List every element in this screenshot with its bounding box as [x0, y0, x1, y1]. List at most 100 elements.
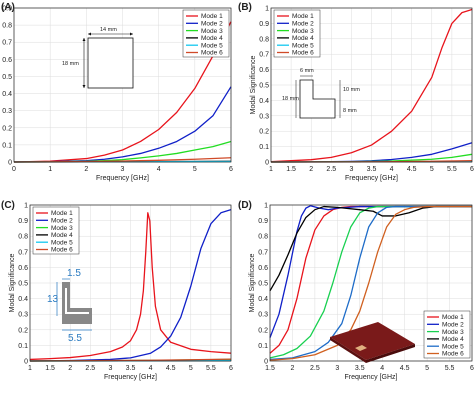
y-axis-label: Modal Significance — [9, 254, 16, 313]
y-tick-label: 0.3 — [18, 312, 28, 319]
x-tick-label: 2 — [290, 365, 294, 372]
x-tick-label: 6 — [470, 166, 474, 173]
left-annotation: 18 mm — [282, 96, 299, 102]
y-tick-label: 0.2 — [2, 125, 12, 132]
x-axis-label: Frequency [GHz] — [96, 175, 149, 182]
panel-label-c: (C) — [1, 200, 15, 211]
y-tick-label: 0.3 — [259, 113, 269, 120]
x-tick-label: 2.5 — [85, 365, 95, 372]
legend-entry: Mode 4 — [51, 232, 73, 239]
y-tick-label: 0.5 — [258, 281, 268, 288]
y-tick-label: 0.6 — [2, 57, 12, 64]
y-tick-label: 0.8 — [258, 234, 268, 241]
right-lower-annotation: 8 mm — [343, 108, 357, 114]
x-tick-label: 1.5 — [45, 365, 55, 372]
radiating-element — [355, 345, 367, 351]
y-axis-label: Modal Significance — [250, 56, 257, 115]
legend-entry: Mode 1 — [51, 210, 73, 217]
legend-entry: Mode 1 — [292, 13, 314, 20]
y-tick-label: 0.5 — [259, 83, 269, 90]
rect-patch-outline — [87, 37, 134, 89]
legend-entry: Mode 5 — [442, 343, 464, 350]
substrate-board-top — [330, 322, 415, 360]
y-tick-label: 0.1 — [2, 142, 12, 149]
x-tick-label: 5.5 — [445, 365, 455, 372]
legend-entry: Mode 6 — [201, 50, 223, 57]
y-tick-label: 0.4 — [258, 296, 268, 303]
substrate-board-edge — [366, 344, 415, 363]
legend-entry: Mode 6 — [292, 50, 314, 57]
series-line-mode-1 — [13, 21, 232, 163]
x-tick-label: 5 — [189, 365, 193, 372]
x-tick-label: 2.5 — [326, 166, 336, 173]
panel-d-chart: 1.5 2 2.5 3 3.5 4 4.5 5 5.5 6 0 0.1 0.2 0.3 0.4 0.5 0.6 0… — [249, 203, 474, 382]
legend-entry: Mode 1 — [442, 314, 464, 321]
legend-box — [32, 206, 80, 255]
y-tick-label: 0.1 — [258, 343, 268, 350]
patch-a-inset: 14 mm 18 mm — [62, 27, 134, 89]
height-annotation: 18 mm — [62, 61, 79, 67]
axes-frame — [29, 204, 232, 362]
panel-b-chart: 1 1.5 2 2.5 3 3.5 4 4.5 5 5.5 6 0 0.1 0.2 0.3 0.4 0.5 0.6… — [250, 6, 474, 183]
x-tick-label: 5.5 — [447, 166, 457, 173]
legend-entry: Mode 3 — [292, 28, 314, 35]
x-tick-label: 6 — [470, 365, 474, 372]
y-tick-label: 0.9 — [258, 218, 268, 225]
x-tick-label: 6 — [229, 166, 233, 173]
legend-entry: Mode 2 — [292, 21, 314, 28]
y-tick-label: 0.5 — [2, 74, 12, 81]
x-tick-label: 4.5 — [407, 166, 417, 173]
x-tick-label: 4 — [380, 365, 384, 372]
x-tick-label: 5 — [193, 166, 197, 173]
x-tick-label: 3 — [349, 166, 353, 173]
x-axis-label: Frequency [GHz] — [345, 175, 398, 182]
x-tick-label: 1.5 — [286, 166, 296, 173]
c-top-annotation: 1.5 — [67, 268, 81, 279]
y-tick-label: 0.1 — [18, 343, 28, 350]
panel-label-b: (B) — [238, 2, 252, 13]
x-tick-label: 3.5 — [367, 166, 377, 173]
x-tick-label: 2 — [309, 166, 313, 173]
y-tick-label: 0.7 — [18, 249, 28, 256]
x-tick-label: 2 — [84, 166, 88, 173]
y-tick-label: 0.9 — [259, 21, 269, 28]
axes-frame — [13, 7, 232, 163]
y-tick-label: 0 — [265, 160, 269, 167]
y-tick-label: 0 — [8, 160, 12, 167]
y-tick-label: 0.7 — [258, 249, 268, 256]
x-tick-label: 3.5 — [126, 365, 136, 372]
y-tick-label: 1 — [264, 203, 268, 210]
legend-entry: Mode 2 — [51, 218, 73, 225]
legend-entry: Mode 4 — [442, 336, 464, 343]
c-left-annotation: 13 — [47, 294, 59, 305]
x-tick-label: 4.5 — [166, 365, 176, 372]
y-tick-label: 0.4 — [18, 296, 28, 303]
top-annotation: 6 mm — [300, 68, 314, 74]
panel-label-a: (A) — [1, 2, 15, 13]
legend-entry: Mode 3 — [442, 329, 464, 336]
x-tick-label: 4 — [149, 365, 153, 372]
legend-entry: Mode 1 — [201, 13, 223, 20]
y-tick-label: 0.1 — [259, 144, 269, 151]
y-tick-label: 0 — [264, 359, 268, 366]
series-line-mode-1 — [270, 8, 473, 163]
y-tick-label: 0.9 — [18, 218, 28, 225]
x-tick-label: 3 — [108, 365, 112, 372]
y-tick-label: 0.7 — [259, 52, 269, 59]
y-tick-label: 0.4 — [259, 98, 269, 105]
legend-entry: Mode 5 — [51, 239, 73, 246]
x-tick-label: 5 — [425, 365, 429, 372]
x-tick-label: 2.5 — [310, 365, 320, 372]
legend-entry: Mode 2 — [442, 322, 464, 329]
y-tick-label: 0.7 — [2, 40, 12, 47]
x-tick-label: 0 — [12, 166, 16, 173]
series-line-mode-1 — [29, 212, 232, 361]
x-tick-label: 1.5 — [265, 365, 275, 372]
y-tick-label: 0.6 — [258, 265, 268, 272]
x-tick-label: 5.5 — [206, 365, 216, 372]
legend-entry: Mode 2 — [201, 21, 223, 28]
y-tick-label: 0.2 — [259, 129, 269, 136]
legend-entry: Mode 6 — [442, 351, 464, 358]
c-bottom-annotation: 5.5 — [68, 333, 82, 344]
